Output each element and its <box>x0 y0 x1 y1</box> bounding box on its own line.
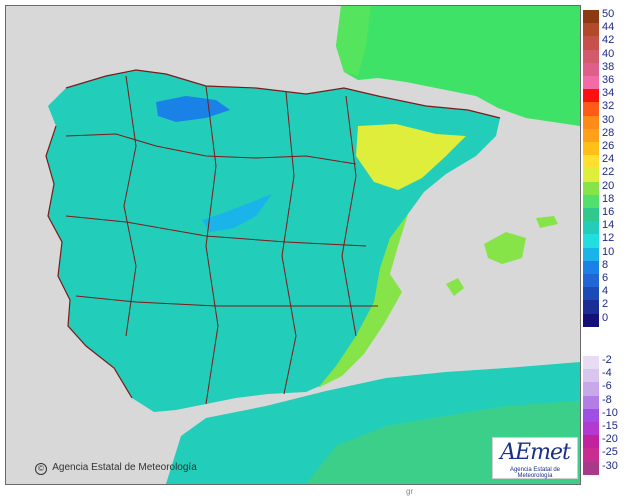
legend-label: -8 <box>602 393 612 406</box>
legend-swatch <box>583 382 599 397</box>
cantabrian-mountains-cold <box>156 96 230 122</box>
legend-swatch <box>583 168 599 183</box>
legend-swatch <box>583 208 599 222</box>
logo-subtitle: Agencia Estatal de Meteorología <box>509 467 561 479</box>
legend-swatch <box>583 369 599 383</box>
legend-swatch <box>583 89 599 103</box>
legend-swatch <box>583 408 599 423</box>
central-system-cold <box>202 194 272 232</box>
legend-label: 2 <box>602 298 609 311</box>
legend-label: -15 <box>602 420 618 432</box>
legend-label: 18 <box>602 192 615 205</box>
legend-label: -30 <box>602 459 618 472</box>
levante-coast-warm <box>318 214 408 388</box>
legend-label: 36 <box>602 74 615 86</box>
legend-label: -4 <box>602 367 612 380</box>
legend-label: -2 <box>602 354 612 366</box>
temperature-map <box>5 5 581 485</box>
legend-swatch <box>583 274 599 288</box>
map-canvas <box>6 6 580 484</box>
country-border <box>45 69 501 399</box>
legend-swatch <box>583 461 599 476</box>
legend-label: 8 <box>602 258 609 271</box>
legend-label: 12 <box>602 232 615 245</box>
legend-label: 42 <box>602 34 615 47</box>
legend-swatch <box>583 287 599 301</box>
legend-swatch <box>583 36 599 51</box>
menorca-island <box>536 216 558 228</box>
legend-label: -20 <box>602 433 618 446</box>
mallorca-island <box>484 232 526 264</box>
legend-swatch <box>583 313 599 328</box>
legend-label: 28 <box>602 126 615 139</box>
legend-label: 26 <box>602 140 615 152</box>
temperature-legend: 50 44 42 40 38 36 34 32 30 28 26 24 22 20 18 16 14 12 10 8 6… <box>583 8 630 480</box>
legend-swatch <box>583 194 599 209</box>
legend-swatch <box>583 102 599 117</box>
legend-swatch <box>583 62 599 77</box>
credit-text: Agencia Estatal de Meteorología <box>52 462 197 473</box>
province-border <box>65 75 378 405</box>
legend-label: 38 <box>602 60 615 73</box>
ibiza-island <box>446 278 464 296</box>
legend-label: 24 <box>602 153 615 166</box>
legend-label: -25 <box>602 446 618 459</box>
legend-label: 30 <box>602 113 615 126</box>
legend-swatch <box>583 234 599 249</box>
legend-label: 16 <box>602 206 615 218</box>
legend-swatch <box>583 435 599 449</box>
legend-swatch <box>583 247 599 262</box>
legend-swatch <box>583 128 599 143</box>
legend-label: 14 <box>602 219 615 232</box>
legend-swatch <box>583 23 599 37</box>
legend-swatch <box>583 395 599 410</box>
legend-label: 0 <box>602 311 609 324</box>
legend-label: 4 <box>602 285 609 298</box>
legend-swatch <box>583 49 599 64</box>
legend-swatch <box>583 142 599 156</box>
aemet-logo: AEmet Agencia Estatal de Meteorología <box>492 437 578 479</box>
legend-swatch <box>583 356 599 370</box>
legend-label: 22 <box>602 166 615 179</box>
legend-swatch <box>583 221 599 235</box>
france-land <box>336 6 580 126</box>
legend-label: 44 <box>602 21 615 34</box>
legend-label: 20 <box>602 179 615 192</box>
legend-swatch <box>583 76 599 90</box>
legend-label: 10 <box>602 245 615 258</box>
legend-label: 32 <box>602 100 615 113</box>
legend-swatch <box>583 10 599 24</box>
legend-swatch <box>583 260 599 275</box>
legend-swatch <box>583 422 599 436</box>
footer-mark: gr <box>406 487 414 496</box>
legend-label: -6 <box>602 380 612 393</box>
legend-swatch <box>583 155 599 169</box>
legend-label: 6 <box>602 272 609 284</box>
copyright-credit: © Agencia Estatal de Meteorología <box>35 462 197 475</box>
france-coast-band <box>336 6 371 76</box>
legend-swatch <box>583 181 599 196</box>
legend-swatch <box>583 448 599 463</box>
legend-label: 34 <box>602 87 615 100</box>
legend-label: 40 <box>602 47 615 60</box>
legend-swatch <box>583 300 599 315</box>
copyright-icon: © <box>35 463 47 475</box>
logo-wordmark: AEmet <box>500 440 571 465</box>
legend-swatch <box>583 115 599 130</box>
ebro-valley-warm <box>356 124 466 190</box>
legend-label: 50 <box>602 8 615 20</box>
legend-label: -10 <box>602 406 618 419</box>
